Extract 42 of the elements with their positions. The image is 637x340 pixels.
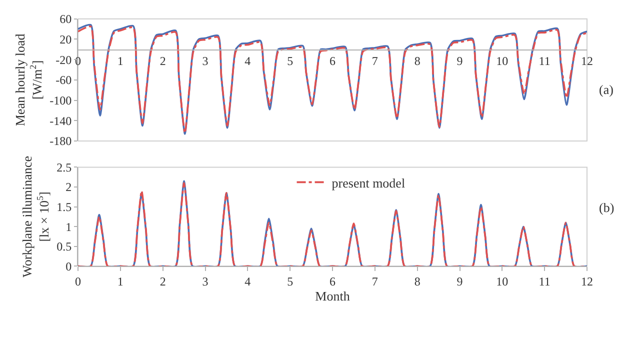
y-tick-label: -140 [50, 114, 72, 128]
text: (b) [599, 200, 614, 215]
y-tick-label: 1 [66, 220, 72, 234]
x-tick-label: 11 [538, 54, 550, 68]
x-tick-label: 7 [372, 274, 378, 289]
x-tick-label: 3 [202, 54, 208, 68]
x-tick-label: 8 [414, 274, 420, 289]
y-tick-label: 20 [60, 32, 72, 46]
x-tick-label: 9 [456, 54, 463, 68]
legend-label: present model [332, 175, 406, 190]
x-tick-label: 12 [581, 274, 593, 289]
y-tick-label: -20 [56, 52, 72, 67]
x-tick-label: 9 [456, 274, 463, 289]
y-tick-label: -100 [50, 94, 72, 108]
x-tick-label: 4 [244, 54, 251, 68]
x-axis-title: Month [315, 288, 350, 304]
x-tick-label: 1 [117, 274, 124, 289]
x-tick-label: 11 [538, 274, 550, 289]
x-tick-label: 4 [244, 274, 251, 289]
y-tick-label: 1.5 [56, 200, 72, 214]
x-tick-label: 10 [496, 274, 508, 289]
x-tick-label: 0 [75, 274, 81, 289]
y-tick-label: 2 [66, 180, 72, 194]
x-tick-label: 2 [160, 274, 166, 289]
y-tick-label: 2.5 [56, 160, 72, 174]
y-tick-label: 0 [66, 259, 72, 274]
x-tick-label: 3 [202, 274, 208, 289]
x-tick-label: 5 [287, 274, 294, 289]
x-tick-label: 6 [330, 274, 336, 289]
y-tick-label: -180 [50, 134, 72, 148]
y-tick-label: -60 [56, 73, 72, 88]
text: (a) [599, 82, 614, 97]
x-tick-label: 10 [496, 54, 508, 68]
y-tick-label: 60 [60, 12, 72, 26]
x-tick-label: 6 [330, 54, 336, 68]
x-tick-label: 2 [160, 54, 166, 68]
x-tick-label: 5 [287, 54, 294, 68]
x-tick-label: 12 [581, 54, 593, 68]
y-tick-label: 0.5 [56, 240, 72, 254]
x-tick-label: 8 [414, 54, 420, 68]
x-tick-label: 1 [117, 54, 124, 68]
x-tick-label: 7 [372, 54, 378, 68]
